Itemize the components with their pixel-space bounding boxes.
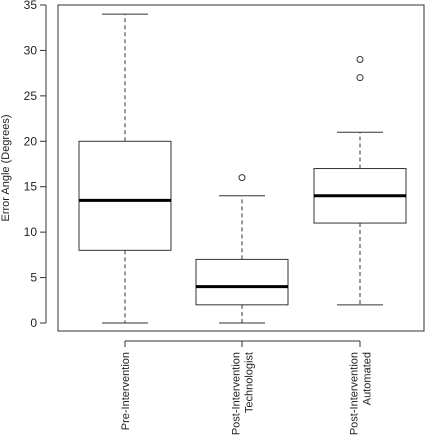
boxes	[78, 13, 407, 324]
y-tick-label: 35	[24, 0, 38, 12]
y-tick-label: 15	[24, 180, 38, 194]
y-tick-label: 10	[24, 225, 38, 239]
iqr-box	[195, 258, 289, 306]
x-category-label: Post-Intervention	[231, 352, 243, 435]
x-axis: Pre-Intervention Post-Intervention Technol…	[120, 340, 374, 435]
y-tick-label: 20	[24, 134, 38, 148]
y-tick-label: 5	[30, 271, 37, 285]
y-tick-label: 25	[24, 89, 38, 103]
y-axis: 0 5 10 15 20 25 30 35	[24, 0, 47, 330]
x-category-label: Automated	[362, 352, 374, 405]
x-category-label: Post-Intervention	[349, 352, 361, 435]
y-tick-label: 0	[30, 316, 37, 330]
y-axis-title: Error Angle (Degrees)	[0, 115, 12, 222]
box-group	[313, 56, 407, 306]
outlier-point	[238, 174, 246, 182]
outlier-point	[356, 56, 364, 64]
iqr-box	[78, 140, 172, 251]
x-category-label: Pre-Intervention	[120, 352, 132, 430]
outlier-point	[356, 74, 364, 82]
box-group	[78, 13, 172, 324]
box-group	[195, 174, 289, 324]
x-category-label: Technologist	[244, 352, 256, 413]
y-tick-label: 30	[24, 43, 38, 57]
plot-frame	[57, 4, 425, 332]
